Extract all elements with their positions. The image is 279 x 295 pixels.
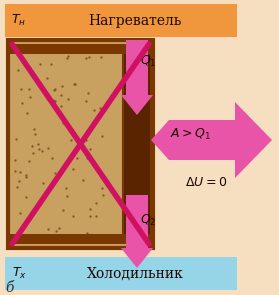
Bar (126, 40, 148, 95)
Bar (5, 4, 237, 37)
Text: Холодильник: Холодильник (86, 266, 183, 281)
Bar (10, 44, 151, 54)
Text: б: б (5, 281, 13, 295)
Text: $Q_1$: $Q_1$ (140, 53, 157, 68)
Text: Нагреватель: Нагреватель (88, 14, 182, 27)
Text: $Q_2$: $Q_2$ (140, 212, 157, 227)
Bar (123, 48, 151, 240)
Text: $T_\mathregular{н}$: $T_\mathregular{н}$ (11, 13, 27, 28)
Polygon shape (121, 95, 153, 115)
Bar (5, 257, 237, 290)
Bar (126, 195, 148, 248)
Text: $\Delta U = 0$: $\Delta U = 0$ (185, 176, 227, 189)
Text: $A > Q_1$: $A > Q_1$ (170, 127, 211, 142)
Bar (10, 234, 151, 244)
Text: $T_\mathregular{х}$: $T_\mathregular{х}$ (11, 266, 27, 281)
Polygon shape (121, 248, 153, 268)
Bar (8, 40, 153, 248)
Polygon shape (151, 102, 272, 178)
